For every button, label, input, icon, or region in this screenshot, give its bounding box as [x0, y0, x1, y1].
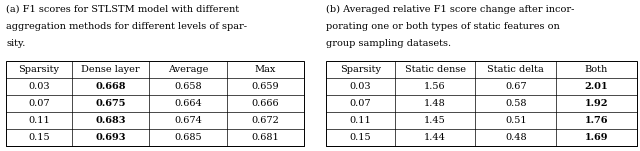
Text: 1.44: 1.44: [424, 133, 446, 142]
Text: aggregation methods for different levels of spar-: aggregation methods for different levels…: [6, 22, 247, 31]
Text: 0.67: 0.67: [505, 82, 527, 91]
Text: Sparsity: Sparsity: [340, 65, 381, 74]
Text: 0.659: 0.659: [252, 82, 279, 91]
Text: 0.683: 0.683: [95, 116, 125, 125]
Text: group sampling datasets.: group sampling datasets.: [326, 39, 452, 48]
Text: sity.: sity.: [6, 39, 26, 48]
Text: 0.693: 0.693: [95, 133, 125, 142]
Text: Average: Average: [168, 65, 208, 74]
Text: 0.664: 0.664: [174, 99, 202, 108]
Text: (b) Averaged relative F1 score change after incor-: (b) Averaged relative F1 score change af…: [326, 5, 575, 14]
Text: 0.11: 0.11: [349, 116, 371, 125]
Text: 0.48: 0.48: [505, 133, 527, 142]
Text: 0.11: 0.11: [28, 116, 50, 125]
Text: 0.666: 0.666: [252, 99, 279, 108]
Text: 0.685: 0.685: [174, 133, 202, 142]
Text: 0.681: 0.681: [252, 133, 279, 142]
Text: 1.45: 1.45: [424, 116, 446, 125]
Text: Both: Both: [585, 65, 608, 74]
Text: Static delta: Static delta: [488, 65, 544, 74]
Text: 0.51: 0.51: [505, 116, 527, 125]
Text: 0.658: 0.658: [174, 82, 202, 91]
Bar: [326, 61, 637, 146]
Text: 0.07: 0.07: [28, 99, 50, 108]
Text: 1.56: 1.56: [424, 82, 446, 91]
Text: 0.03: 0.03: [28, 82, 50, 91]
Text: 0.03: 0.03: [349, 82, 371, 91]
Text: 1.76: 1.76: [585, 116, 608, 125]
Text: porating one or both types of static features on: porating one or both types of static fea…: [326, 22, 560, 31]
Text: 0.668: 0.668: [95, 82, 125, 91]
Text: Static dense: Static dense: [404, 65, 465, 74]
Text: 1.48: 1.48: [424, 99, 446, 108]
Text: 0.674: 0.674: [174, 116, 202, 125]
Text: 0.675: 0.675: [95, 99, 125, 108]
Text: 0.15: 0.15: [349, 133, 371, 142]
Text: 2.01: 2.01: [584, 82, 608, 91]
Text: 0.58: 0.58: [505, 99, 527, 108]
Text: Sparsity: Sparsity: [19, 65, 60, 74]
Text: 0.672: 0.672: [252, 116, 279, 125]
Text: Max: Max: [255, 65, 276, 74]
Bar: [6, 61, 304, 146]
Text: 1.92: 1.92: [585, 99, 608, 108]
Text: 0.15: 0.15: [28, 133, 50, 142]
Text: Dense layer: Dense layer: [81, 65, 140, 74]
Text: 1.69: 1.69: [585, 133, 608, 142]
Text: (a) F1 scores for STLSTM model with different: (a) F1 scores for STLSTM model with diff…: [6, 5, 239, 14]
Text: 0.07: 0.07: [349, 99, 371, 108]
